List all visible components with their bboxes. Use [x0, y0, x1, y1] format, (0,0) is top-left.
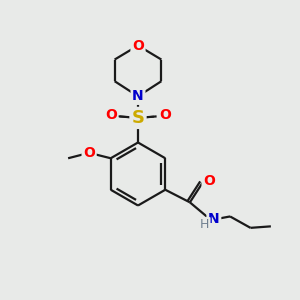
Text: O: O — [83, 146, 95, 160]
Text: O: O — [105, 108, 117, 122]
Text: O: O — [203, 174, 215, 188]
Text: O: O — [132, 38, 144, 52]
Text: S: S — [131, 109, 145, 127]
Text: O: O — [159, 108, 171, 122]
Text: N: N — [208, 212, 220, 226]
Text: H: H — [200, 218, 210, 231]
Text: N: N — [132, 89, 144, 103]
